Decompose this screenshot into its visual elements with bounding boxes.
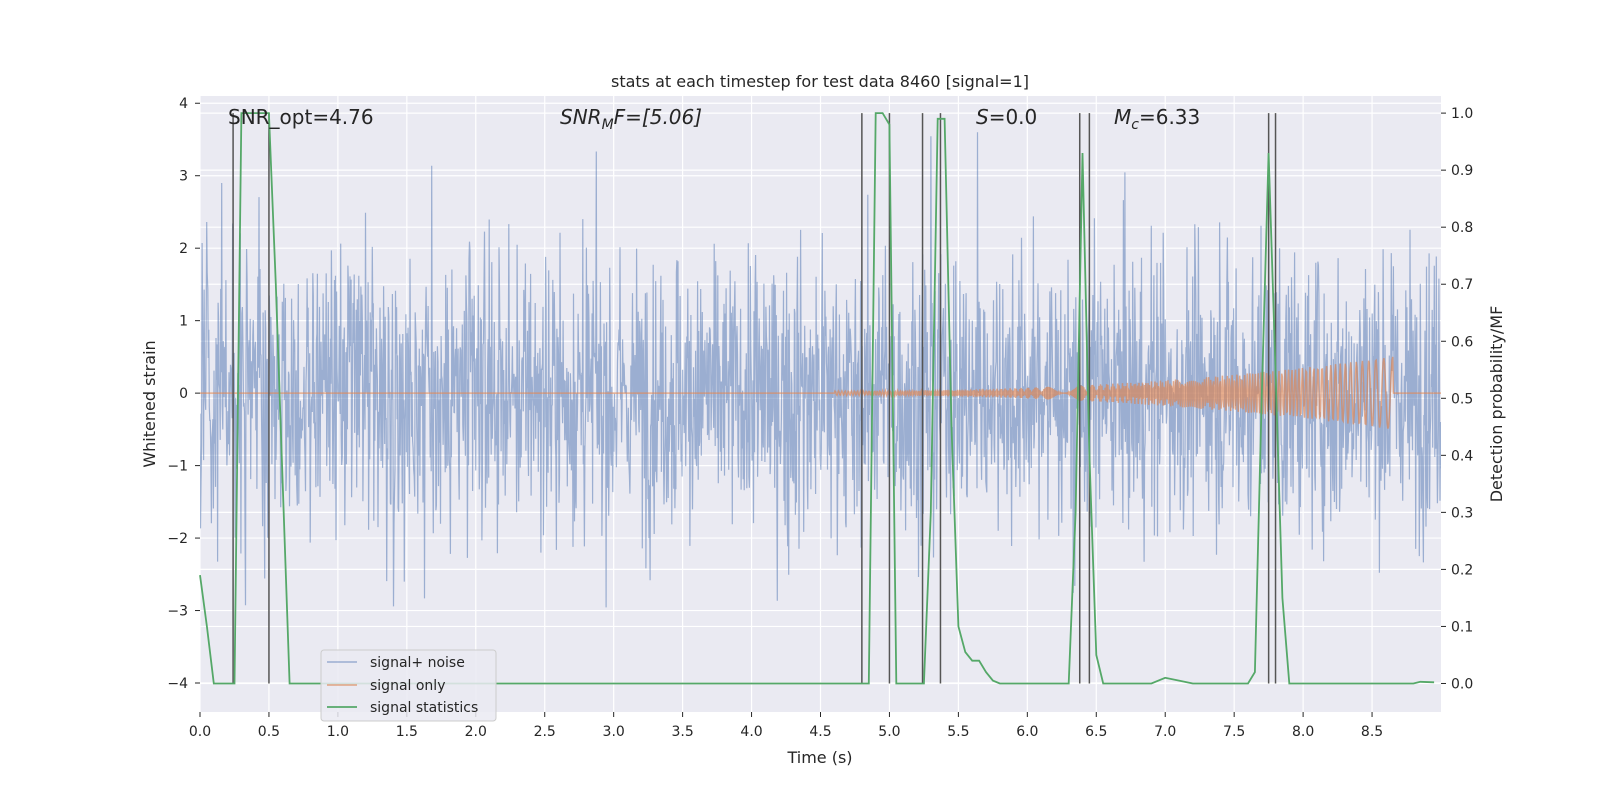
x-tick-label: 1.5 [396, 724, 418, 740]
y-left-tick-label: −2 [167, 531, 188, 547]
x-tick-label: 2.5 [534, 724, 556, 740]
x-tick-label: 5.5 [947, 724, 969, 740]
x-tick-label: 3.5 [671, 724, 693, 740]
x-tick-label: 7.0 [1154, 724, 1176, 740]
x-tick-label: 6.5 [1085, 724, 1107, 740]
annotation-mc-label: M [1114, 105, 1131, 129]
legend-box [320, 649, 497, 722]
x-tick-label: 4.0 [740, 724, 762, 740]
y-axis-left-label: Whitened strain [140, 340, 159, 467]
annotation-s-label: S [976, 105, 989, 129]
y-left-tick-label: 0 [179, 386, 188, 402]
legend-label-signal-noise: signal+ noise [370, 655, 465, 671]
x-tick-label: 3.0 [603, 724, 625, 740]
x-tick-label: 5.0 [878, 724, 900, 740]
y-left-tick-label: 1 [179, 314, 188, 330]
x-tick-label: 8.0 [1292, 724, 1314, 740]
x-tick-label: 6.0 [1016, 724, 1038, 740]
annotation-s: S=0.0 [976, 105, 1037, 129]
y-left-tick-label: 4 [179, 96, 188, 112]
x-tick-label: 2.0 [465, 724, 487, 740]
x-axis-label: Time (s) [786, 748, 852, 767]
x-tick-label: 4.5 [809, 724, 831, 740]
series-signal-only [200, 356, 1441, 429]
y-axis-right-label: Detection probability/MF [1487, 306, 1506, 503]
annotation-s-rest: =0.0 [989, 105, 1038, 129]
axes: 0.0 0.5 1.0 1.5 2.0 2.5 3.0 3.5 4.0 4.5 5.0 5.5 6.0 6… [167, 96, 1473, 740]
annotation-snr-mf-label: SNR [560, 105, 602, 129]
y-right-tick-label: 0.2 [1451, 562, 1473, 578]
annotation-snr-mf-rest: F=[5.06] [614, 105, 702, 129]
annotation-mc-rest: =6.33 [1139, 105, 1200, 129]
y-right-tick-label: 0.8 [1451, 220, 1473, 236]
y-right-tick-label: 1.0 [1451, 106, 1473, 122]
annotation-mc-sub: c [1131, 117, 1139, 133]
x-tick-label: 7.5 [1223, 724, 1245, 740]
y-right-tick-label: 0.4 [1451, 448, 1473, 464]
plot-area [199, 112, 1441, 685]
y-left-tick-label: 2 [179, 241, 188, 257]
legend-label-signal-statistics: signal statistics [370, 700, 478, 716]
series-signal-statistics [199, 112, 1435, 685]
y-right-tick-label: 0.6 [1451, 334, 1473, 350]
x-tick-label: 1.0 [327, 724, 349, 740]
y-right-tick-label: 0.9 [1451, 163, 1473, 179]
annotation-snr-opt: SNR_opt=4.76 [228, 105, 374, 129]
series-signal-noise [200, 132, 1441, 608]
y-right-tick-label: 0.3 [1451, 505, 1473, 521]
annotation-snr-mf: SNRMF=[5.06] [560, 105, 702, 133]
y-right-tick-label: 0.1 [1451, 619, 1473, 635]
legend-label-signal-only: signal only [370, 678, 445, 694]
y-left-tick-label: −4 [167, 676, 188, 692]
annotation-mc: Mc=6.33 [1114, 105, 1200, 133]
y-right-tick-label: 0.5 [1451, 391, 1473, 407]
x-tick-label: 8.5 [1361, 724, 1383, 740]
annotation-snr-mf-sub: M [602, 117, 614, 133]
y-right-tick-label: 0.0 [1451, 676, 1473, 692]
y-right-tick-label: 0.7 [1451, 277, 1473, 293]
y-left-tick-label: 3 [179, 169, 188, 185]
x-tick-label: 0.0 [189, 724, 211, 740]
legend: signal+ noise signal only signal statist… [320, 649, 497, 722]
y-left-tick-label: −3 [167, 604, 188, 620]
y-left-tick-label: −1 [167, 459, 188, 475]
chart-title: stats at each timestep for test data 846… [611, 72, 1029, 91]
x-tick-label: 0.5 [258, 724, 280, 740]
